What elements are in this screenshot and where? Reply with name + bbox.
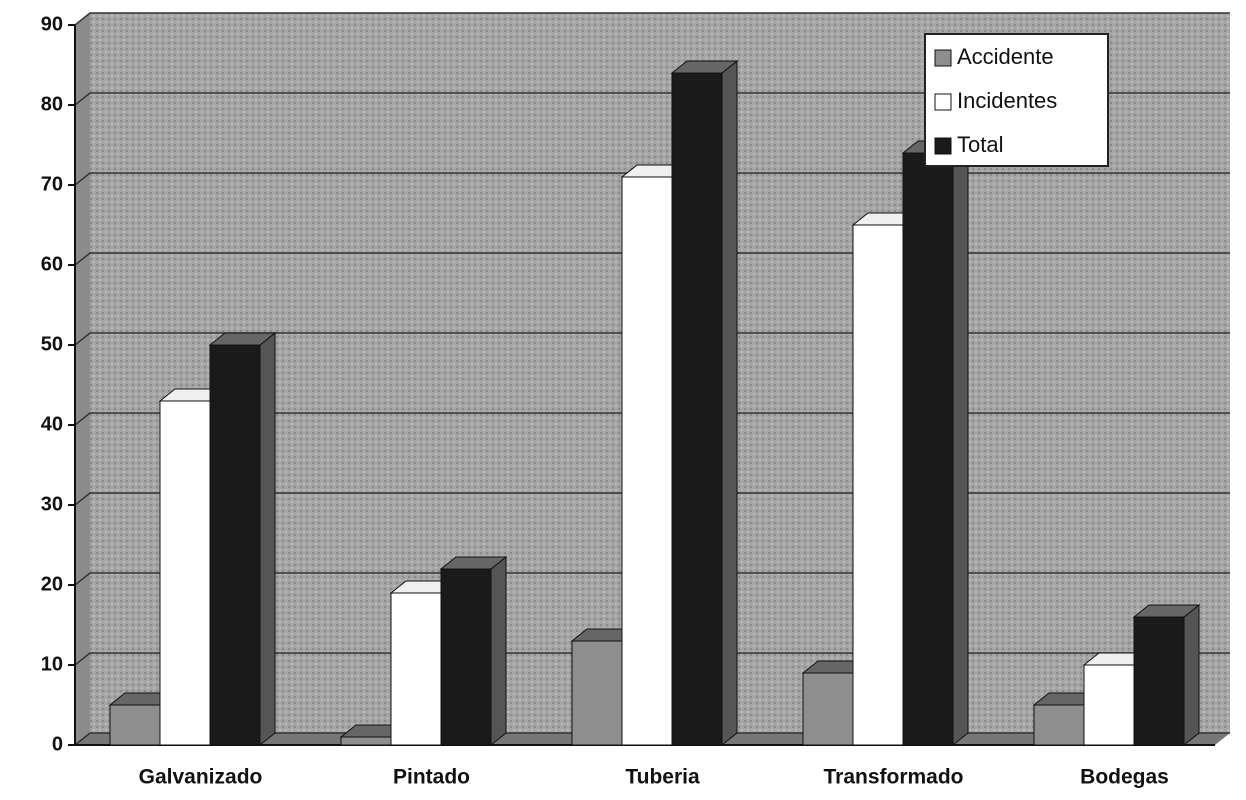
- grid-line: [74, 652, 1230, 666]
- legend-box: [924, 33, 1109, 167]
- bar: [440, 568, 492, 746]
- bar: [1033, 704, 1085, 746]
- bar-side: [952, 139, 969, 747]
- grid-line: [74, 252, 1230, 266]
- grid-line: [74, 172, 1230, 186]
- bar: [852, 224, 904, 746]
- legend-swatch: [934, 93, 952, 111]
- bar: [802, 672, 854, 746]
- y-tick-label: 80: [41, 93, 63, 115]
- y-tick-label: 20: [41, 573, 63, 595]
- bar-side: [259, 331, 276, 747]
- grid-line: [74, 492, 1230, 506]
- bar: [902, 152, 954, 746]
- y-tick-label: 70: [41, 173, 63, 195]
- legend-label: Incidentes: [957, 88, 1057, 113]
- bar: [109, 704, 161, 746]
- bar: [340, 736, 392, 746]
- legend-label: Accidente: [957, 44, 1054, 69]
- y-tick-label: 0: [52, 733, 63, 755]
- x-tick-label: Tuberia: [625, 766, 700, 789]
- bar: [209, 344, 261, 746]
- y-tick-label: 40: [41, 413, 63, 435]
- bar-side: [490, 555, 507, 747]
- grid-line: [74, 92, 1230, 106]
- y-tick-label: 50: [41, 333, 63, 355]
- side-wall: [75, 13, 90, 745]
- bar: [1083, 664, 1135, 746]
- legend-swatch: [934, 49, 952, 67]
- legend-swatch: [934, 137, 952, 155]
- bar: [621, 176, 673, 746]
- bar: [571, 640, 623, 746]
- x-tick-label: Pintado: [393, 766, 470, 789]
- bar: [671, 72, 723, 746]
- y-tick-label: 30: [41, 493, 63, 515]
- x-tick-label: Bodegas: [1080, 766, 1169, 789]
- y-tick-label: 60: [41, 253, 63, 275]
- grid-line: [74, 332, 1230, 346]
- grid-line: [74, 412, 1230, 426]
- bar-side: [1183, 603, 1200, 747]
- grid-line: [74, 12, 1230, 26]
- y-tick-label: 90: [41, 13, 63, 35]
- bar-side: [721, 59, 738, 747]
- grid-line: [74, 572, 1230, 586]
- legend-label: Total: [957, 132, 1003, 157]
- x-tick-label: Transformado: [823, 766, 963, 789]
- bar: [159, 400, 211, 746]
- y-tick-label: 10: [41, 653, 63, 675]
- bar: [1133, 616, 1185, 746]
- x-tick-label: Galvanizado: [139, 766, 263, 789]
- bar: [390, 592, 442, 746]
- legend: Accidente Incidentes Total: [924, 33, 1109, 167]
